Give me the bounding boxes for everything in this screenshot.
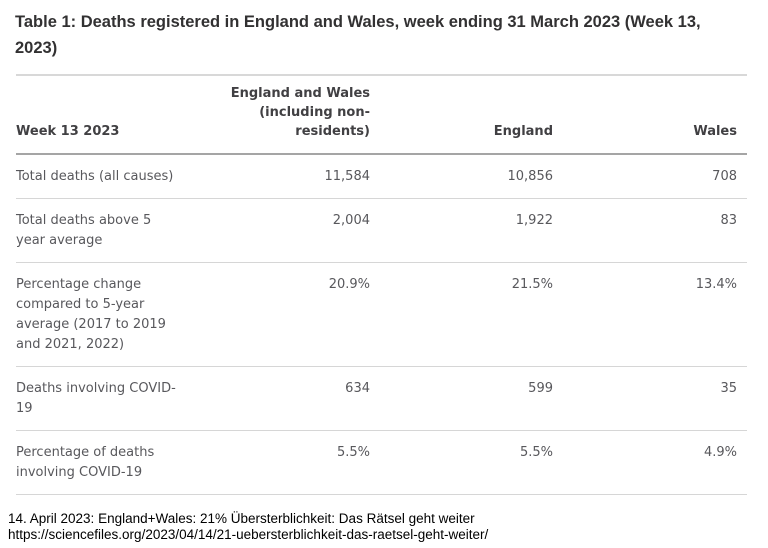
header-row: Week 13 2023 England and Wales (includin… [16, 76, 747, 155]
cell-value-wales: 13.4% [563, 262, 747, 367]
cell-value-wales: 4.9% [563, 430, 747, 495]
column-header-england: England [380, 76, 563, 155]
row-label: Deaths involving COVID- 19 [16, 366, 201, 431]
cell-value-ew: 20.9% [201, 262, 380, 367]
cell-value-ew: 11,584 [201, 154, 380, 199]
row-label: Percentage change compared to 5-year ave… [16, 262, 201, 367]
cell-value-ew: 634 [201, 366, 380, 431]
source-caption: 14. April 2023: England+Wales: 21% Übers… [8, 511, 475, 526]
column-header-week: Week 13 2023 [16, 76, 201, 155]
cell-value-england: 1,922 [380, 198, 563, 263]
table-row: Total deaths (all causes) 11,584 10,856 … [16, 154, 747, 199]
row-label: Total deaths (all causes) [16, 154, 201, 199]
table-row: Total deaths above 5 year average 2,004 … [16, 198, 747, 263]
deaths-table: Week 13 2023 England and Wales (includin… [16, 76, 747, 495]
cell-value-england: 5.5% [380, 430, 563, 495]
source-url: https://sciencefiles.org/2023/04/14/21-u… [8, 527, 489, 542]
cell-value-wales: 83 [563, 198, 747, 263]
page-title: Table 1: Deaths registered in England an… [15, 13, 701, 57]
column-header-england-and-wales: England and Wales (including non- reside… [201, 76, 380, 155]
cell-value-wales: 35 [563, 366, 747, 431]
row-label: Percentage of deaths involving COVID-19 [16, 430, 201, 495]
cell-value-ew: 5.5% [201, 430, 380, 495]
row-label: Total deaths above 5 year average [16, 198, 201, 263]
source-note: 14. April 2023: England+Wales: 21% Übers… [8, 511, 768, 543]
table-row: Percentage of deaths involving COVID-19 … [16, 430, 747, 495]
table-row: Percentage change compared to 5-year ave… [16, 262, 747, 367]
cell-value-wales: 708 [563, 154, 747, 199]
cell-value-ew: 2,004 [201, 198, 380, 263]
column-header-wales: Wales [563, 76, 747, 155]
title-divider [16, 74, 747, 76]
table-row: Deaths involving COVID- 19 634 599 35 [16, 366, 747, 431]
cell-value-england: 599 [380, 366, 563, 431]
cell-value-england: 21.5% [380, 262, 563, 367]
cell-value-england: 10,856 [380, 154, 563, 199]
